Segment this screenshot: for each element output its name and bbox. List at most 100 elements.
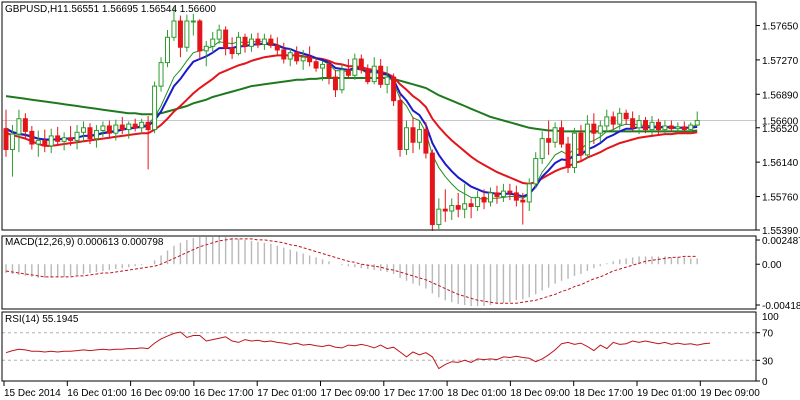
candle-body — [520, 199, 526, 203]
time-tick-label: 16 Dec 01:00 — [67, 388, 127, 399]
candle — [507, 183, 513, 201]
price-panel[interactable] — [3, 6, 700, 231]
candle — [236, 31, 242, 56]
candle-body — [371, 65, 377, 83]
candle — [100, 121, 106, 137]
candle — [494, 185, 500, 204]
candle — [358, 54, 364, 74]
candle — [242, 33, 248, 53]
candle-body — [455, 205, 461, 210]
candle — [190, 13, 196, 36]
candle — [229, 37, 235, 59]
candle — [694, 111, 700, 126]
candle — [571, 127, 577, 173]
time-tick-label: 19 Dec 09:00 — [700, 388, 760, 399]
candle — [203, 40, 209, 67]
candle-body — [42, 139, 48, 147]
candle-body — [119, 124, 125, 131]
candle-body — [3, 128, 9, 150]
candle-body — [294, 52, 300, 62]
candle-body — [617, 112, 623, 125]
price-tick-label: 1.56140 — [762, 158, 799, 169]
candle-body — [197, 20, 203, 52]
candle-body — [643, 120, 649, 131]
candle — [313, 57, 319, 72]
candle-body — [500, 190, 506, 198]
candle-body — [662, 125, 668, 131]
candle — [604, 109, 610, 132]
candle — [455, 192, 461, 218]
candle — [668, 120, 674, 132]
price-tick-label: 1.55390 — [762, 226, 799, 237]
candle-body — [591, 123, 597, 134]
candle-body — [688, 124, 694, 131]
panel-frame — [1, 235, 757, 310]
macd-panel[interactable] — [5, 236, 698, 307]
candle-body — [313, 61, 319, 69]
price-header: GBPUSD,H1 — [5, 4, 63, 15]
candle-body — [274, 44, 280, 51]
candle — [113, 119, 119, 141]
candle-body — [468, 203, 474, 207]
candle — [307, 46, 313, 67]
candle-body — [526, 183, 532, 203]
candle — [636, 115, 642, 135]
candle-body — [571, 132, 577, 169]
candle — [16, 109, 22, 153]
price-tick-label: 1.57270 — [762, 56, 799, 67]
candle — [423, 122, 429, 159]
candle — [339, 64, 345, 94]
ohlc-header: 1.56551 1.56695 1.56544 1.56600 — [63, 4, 216, 15]
candle-body — [539, 138, 545, 160]
candle — [436, 198, 442, 230]
candle-body — [287, 52, 293, 60]
candle-body — [190, 20, 196, 23]
candle — [630, 111, 636, 132]
time-tick-label: 17 Dec 17:00 — [384, 388, 444, 399]
candle — [300, 49, 306, 70]
candle-body — [391, 76, 397, 102]
candle — [391, 73, 397, 107]
price-tick-label: 1.55760 — [762, 193, 799, 204]
candle-body — [216, 29, 222, 40]
candle-body — [55, 135, 61, 142]
candle — [617, 107, 623, 130]
time-tick-label: 16 Dec 09:00 — [131, 388, 191, 399]
candle-body — [248, 38, 254, 47]
candle — [74, 125, 80, 150]
candle — [546, 120, 552, 155]
candle — [365, 64, 371, 85]
rsi-panel[interactable] — [5, 331, 711, 370]
rsi-tick-label: 30 — [762, 356, 774, 367]
candle — [48, 128, 54, 154]
candle — [533, 152, 539, 189]
time-tick-label: 17 Dec 09:00 — [321, 388, 381, 399]
candle — [93, 125, 99, 148]
candle — [68, 125, 74, 146]
candle-body — [636, 120, 642, 129]
candle-body — [610, 116, 616, 125]
rsi-tick-label: 70 — [762, 329, 774, 340]
candle — [177, 15, 183, 58]
candle-body — [533, 158, 539, 185]
candle — [488, 187, 493, 207]
candle-body — [339, 69, 345, 91]
candle-body — [261, 38, 267, 46]
candle — [106, 120, 112, 139]
candle-body — [358, 58, 364, 71]
candle-body — [29, 130, 35, 145]
candle-body — [404, 127, 410, 150]
candle-body — [22, 118, 28, 132]
candle-body — [145, 121, 151, 131]
candle — [3, 109, 9, 157]
candle — [649, 116, 655, 135]
candle-body — [462, 203, 468, 210]
candle-body — [184, 20, 190, 48]
candle-body — [623, 112, 629, 120]
candle-body — [326, 63, 332, 78]
candle — [171, 6, 177, 41]
candle — [320, 60, 326, 81]
candle-body — [229, 47, 235, 55]
time-tick-label: 16 Dec 17:00 — [194, 388, 254, 399]
